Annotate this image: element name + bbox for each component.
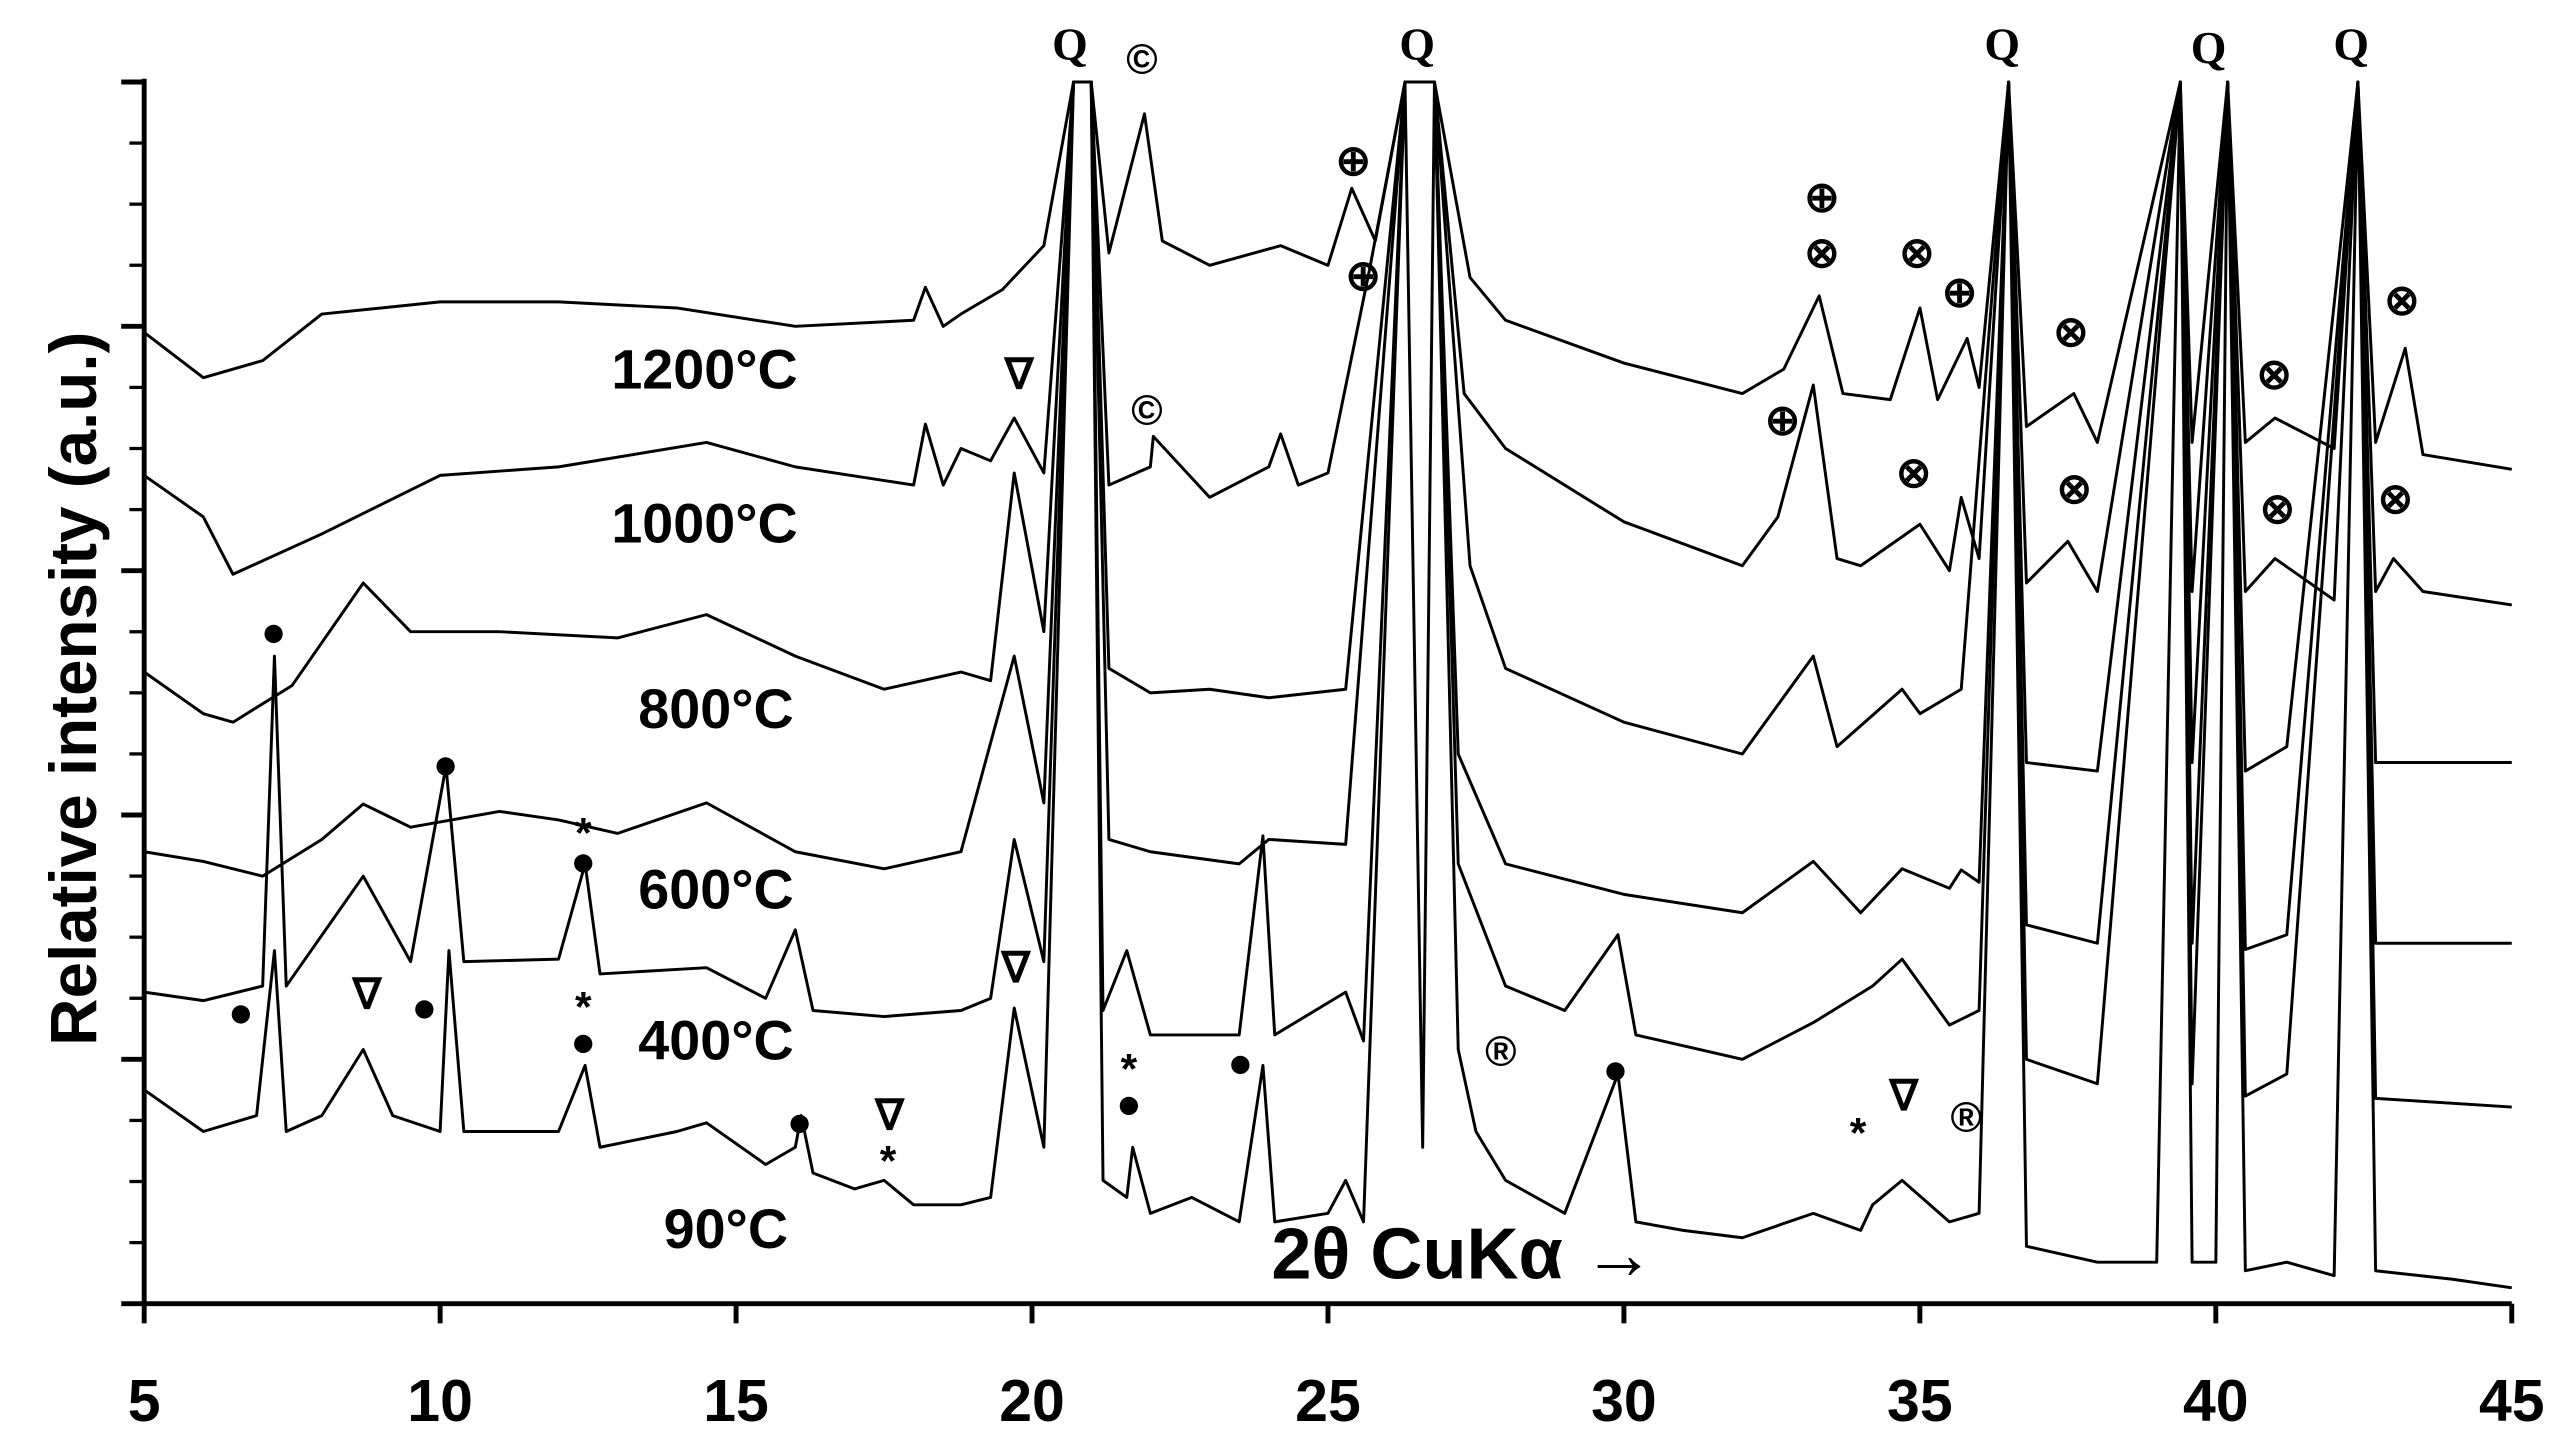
peak-marker: ● bbox=[411, 983, 437, 1031]
x-tick-label: 40 bbox=[2183, 1368, 2249, 1434]
xrd-trace bbox=[143, 80, 2512, 607]
peak-marker: ● bbox=[570, 1018, 596, 1066]
peak-marker: ⊕ bbox=[1804, 173, 1840, 221]
peak-marker: ● bbox=[1603, 1046, 1629, 1094]
peak-marker: ⊗ bbox=[2256, 350, 2292, 398]
series-label: 800°C bbox=[638, 678, 793, 740]
peak-marker: ⊗ bbox=[2260, 485, 2296, 533]
x-tick-label: 25 bbox=[1295, 1368, 1361, 1434]
peak-marker: ● bbox=[433, 741, 459, 789]
xrd-trace bbox=[143, 80, 2512, 773]
x-tick-label: 15 bbox=[703, 1368, 769, 1434]
peak-marker: © bbox=[1131, 386, 1162, 434]
peak-marker: ⊗ bbox=[2056, 465, 2092, 513]
xrd-trace bbox=[143, 80, 2512, 1109]
peak-marker: ⊗ bbox=[1899, 229, 1935, 277]
peak-marker: Q bbox=[1399, 19, 1435, 70]
peak-marker: Q bbox=[1052, 19, 1088, 70]
peak-marker: ⊗ bbox=[2384, 277, 2420, 325]
peak-marker: ● bbox=[1227, 1039, 1253, 1087]
peak-marker: ∇ bbox=[873, 1092, 905, 1140]
x-tick-label: 10 bbox=[407, 1368, 473, 1434]
peak-marker: © bbox=[1126, 36, 1157, 84]
peak-marker: ∇ bbox=[1003, 350, 1035, 398]
xrd-trace bbox=[143, 80, 2512, 951]
x-tick-label: 35 bbox=[1887, 1368, 1953, 1434]
xrd-trace bbox=[143, 80, 2512, 1290]
peak-marker: ⊕ bbox=[1336, 137, 1372, 185]
peak-marker: Q bbox=[2333, 19, 2369, 70]
x-tick-label: 30 bbox=[1591, 1368, 1657, 1434]
peak-marker: ⊕ bbox=[1942, 268, 1978, 316]
peak-marker: ⊗ bbox=[1804, 229, 1840, 277]
peak-marker: ● bbox=[228, 988, 254, 1036]
peak-marker: Q bbox=[2191, 22, 2227, 73]
peak-marker: * bbox=[880, 1138, 897, 1186]
peak-marker: ● bbox=[787, 1098, 813, 1146]
series-label: 1000°C bbox=[611, 493, 797, 555]
peak-marker: ∇ bbox=[1000, 944, 1032, 992]
peak-marker: ∇ bbox=[1888, 1072, 1920, 1120]
peak-marker: ® bbox=[1485, 1028, 1516, 1076]
x-tick-label: 5 bbox=[128, 1368, 161, 1434]
peak-marker: ● bbox=[261, 608, 287, 656]
peak-marker: ● bbox=[1116, 1080, 1142, 1128]
peak-marker: ⊗ bbox=[1896, 449, 1932, 497]
peak-marker: Q bbox=[1984, 19, 2020, 70]
peak-marker: ® bbox=[1950, 1093, 1981, 1141]
peak-marker: ⊗ bbox=[2053, 308, 2089, 356]
series-label: 600°C bbox=[638, 858, 793, 920]
peak-marker: ⊕ bbox=[1765, 396, 1801, 444]
series-label: 400°C bbox=[638, 1009, 793, 1071]
x-axis-label: 2θ CuKα → bbox=[1271, 1214, 1655, 1294]
peak-marker: ∇ bbox=[351, 970, 383, 1018]
peak-marker: * bbox=[1121, 1046, 1138, 1094]
x-tick-label: 20 bbox=[999, 1368, 1065, 1434]
peak-marker: * bbox=[1850, 1110, 1867, 1158]
peak-marker: ⊕ bbox=[1345, 252, 1381, 300]
peak-marker: * bbox=[575, 983, 592, 1031]
peak-marker: ● bbox=[570, 837, 596, 885]
series-label: 90°C bbox=[664, 1198, 788, 1260]
x-tick-label: 45 bbox=[2479, 1368, 2545, 1434]
y-axis-label: Relative intensity (a.u.) bbox=[37, 332, 110, 1046]
series-label: 1200°C bbox=[611, 339, 797, 401]
xrd-trace bbox=[143, 80, 2513, 471]
peak-marker: * bbox=[575, 810, 592, 858]
peak-marker: ⊗ bbox=[2378, 475, 2414, 523]
